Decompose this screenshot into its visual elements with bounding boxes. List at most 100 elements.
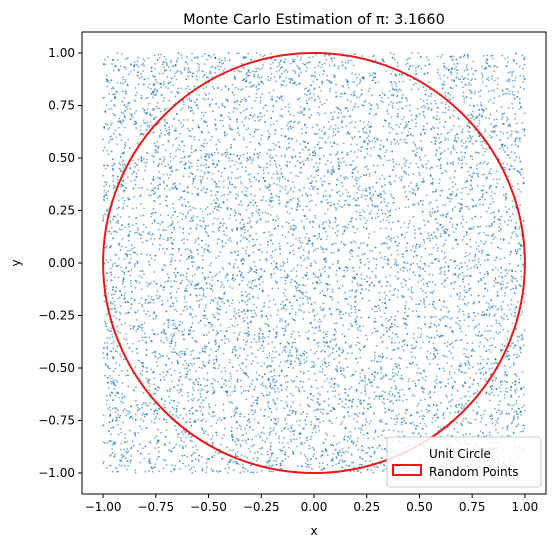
scatter-point xyxy=(143,309,145,312)
scatter-point xyxy=(486,270,488,273)
scatter-point xyxy=(340,112,343,115)
scatter-point xyxy=(332,251,335,254)
scatter-point xyxy=(473,265,476,268)
scatter-point xyxy=(200,181,202,184)
scatter-point xyxy=(381,470,384,473)
scatter-point xyxy=(458,298,461,300)
scatter-point xyxy=(122,197,124,199)
scatter-point xyxy=(511,200,514,203)
scatter-point xyxy=(259,188,262,191)
scatter-point xyxy=(109,267,112,270)
scatter-point xyxy=(130,268,133,271)
scatter-point xyxy=(184,445,187,448)
scatter-point xyxy=(301,161,304,163)
scatter-point xyxy=(372,471,375,474)
scatter-point xyxy=(335,269,338,272)
scatter-point xyxy=(459,78,462,81)
scatter-point xyxy=(112,320,115,323)
scatter-point xyxy=(117,470,120,473)
scatter-point xyxy=(417,64,420,67)
scatter-point xyxy=(314,66,316,69)
scatter-point xyxy=(351,137,354,140)
scatter-point xyxy=(359,372,362,375)
scatter-point xyxy=(356,282,359,285)
scatter-point xyxy=(166,173,169,176)
scatter-point xyxy=(465,95,468,98)
scatter-point xyxy=(120,355,122,358)
scatter-point xyxy=(308,311,310,314)
scatter-point xyxy=(118,296,121,299)
scatter-point xyxy=(178,376,181,378)
scatter-point xyxy=(362,226,365,229)
scatter-point xyxy=(432,357,434,360)
scatter-point xyxy=(287,103,290,106)
scatter-point xyxy=(202,164,205,167)
scatter-point xyxy=(147,380,150,383)
scatter-point xyxy=(103,320,106,323)
scatter-point xyxy=(265,386,268,389)
scatter-point xyxy=(383,198,386,200)
scatter-point xyxy=(255,96,258,99)
scatter-point xyxy=(111,297,114,300)
scatter-point xyxy=(312,74,315,77)
scatter-point xyxy=(440,308,442,311)
scatter-point xyxy=(330,252,333,254)
scatter-point xyxy=(445,393,447,396)
scatter-point xyxy=(406,269,409,272)
scatter-point xyxy=(269,124,272,127)
scatter-point xyxy=(468,289,470,292)
scatter-point xyxy=(485,148,487,150)
scatter-point xyxy=(338,441,341,444)
scatter-point xyxy=(114,350,117,353)
scatter-point xyxy=(164,120,166,122)
scatter-point xyxy=(177,287,180,290)
scatter-point xyxy=(137,158,139,161)
scatter-point xyxy=(117,126,120,129)
scatter-point xyxy=(427,336,430,339)
scatter-point xyxy=(417,327,420,329)
scatter-point xyxy=(119,305,122,307)
scatter-point xyxy=(491,197,494,200)
scatter-point xyxy=(381,301,384,304)
scatter-point xyxy=(460,364,463,367)
scatter-point xyxy=(133,265,136,268)
scatter-point xyxy=(313,409,315,412)
scatter-point xyxy=(245,341,248,344)
scatter-point xyxy=(229,237,231,240)
scatter-point xyxy=(395,260,398,263)
scatter-point xyxy=(174,259,176,262)
scatter-point xyxy=(249,133,252,136)
scatter-point xyxy=(215,360,218,362)
scatter-point xyxy=(159,129,162,132)
scatter-point xyxy=(372,257,375,260)
scatter-point xyxy=(162,371,165,374)
scatter-point xyxy=(297,122,299,125)
scatter-point xyxy=(102,215,105,217)
scatter-point xyxy=(398,163,400,166)
scatter-point xyxy=(489,113,492,116)
scatter-point xyxy=(436,257,438,260)
scatter-point xyxy=(105,104,108,107)
scatter-point xyxy=(294,341,297,344)
scatter-point xyxy=(319,292,322,294)
scatter-point xyxy=(283,446,285,449)
scatter-point xyxy=(284,154,287,156)
scatter-point xyxy=(201,254,204,257)
scatter-point xyxy=(489,66,492,68)
scatter-point xyxy=(375,465,378,468)
scatter-point xyxy=(380,368,383,371)
scatter-point xyxy=(344,402,347,405)
scatter-point xyxy=(118,397,121,399)
scatter-point xyxy=(346,98,349,101)
scatter-point xyxy=(468,134,471,137)
scatter-point xyxy=(212,389,215,392)
scatter-point xyxy=(325,365,328,368)
scatter-point xyxy=(336,152,338,155)
scatter-point xyxy=(317,95,320,98)
scatter-point xyxy=(196,357,199,359)
scatter-point xyxy=(460,330,463,333)
scatter-point xyxy=(331,172,334,175)
scatter-point xyxy=(225,234,228,237)
scatter-point xyxy=(114,394,117,397)
scatter-point xyxy=(290,440,293,443)
